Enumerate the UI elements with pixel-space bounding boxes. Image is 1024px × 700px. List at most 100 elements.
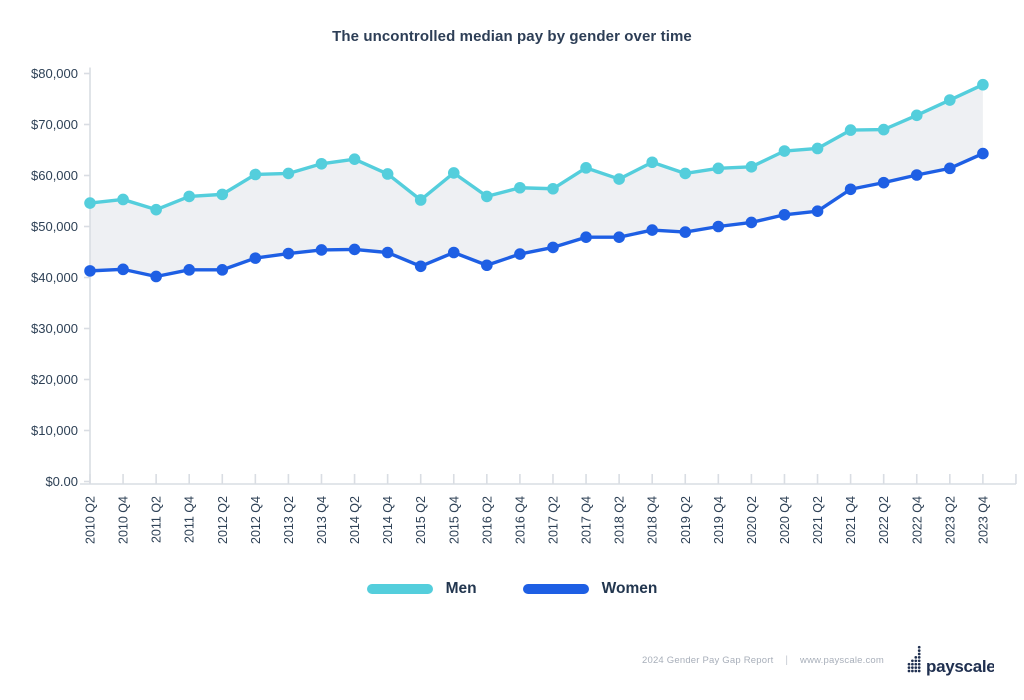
women-point bbox=[646, 224, 658, 236]
x-tick-label: 2016 Q4 bbox=[513, 496, 527, 544]
x-tick-label: 2023 Q4 bbox=[976, 496, 990, 544]
men-point bbox=[613, 173, 625, 185]
men-point bbox=[646, 156, 658, 169]
x-tick-label: 2016 Q2 bbox=[480, 496, 494, 544]
men-point bbox=[183, 190, 196, 203]
women-point bbox=[282, 247, 295, 260]
men-point bbox=[877, 123, 890, 136]
men-point bbox=[712, 162, 725, 175]
women-point bbox=[944, 162, 956, 175]
x-tick-label: 2011 Q2 bbox=[150, 496, 164, 543]
footer-separator: | bbox=[785, 654, 789, 666]
women-point bbox=[447, 246, 460, 259]
women-point bbox=[844, 183, 857, 196]
men-point bbox=[745, 161, 758, 173]
women-point bbox=[216, 264, 229, 276]
women-series-swatch bbox=[522, 584, 589, 594]
men-point bbox=[348, 153, 361, 165]
footer-website-link[interactable]: www.payscale.com bbox=[800, 654, 884, 666]
footer-report-title: 2024 Gender Pay Gap Report bbox=[641, 654, 774, 666]
women-point bbox=[381, 246, 394, 259]
x-tick-label: 2018 Q2 bbox=[613, 496, 627, 544]
x-tick-label: 2017 Q4 bbox=[580, 496, 594, 544]
women-point bbox=[613, 231, 625, 244]
x-tick-label: 2021 Q4 bbox=[844, 496, 858, 544]
y-tick-label: $80,000 bbox=[31, 66, 78, 81]
y-tick-label: $30,000 bbox=[31, 321, 78, 336]
x-tick-label: 2010 Q2 bbox=[84, 496, 98, 544]
men-point bbox=[282, 167, 295, 180]
men-point bbox=[414, 194, 427, 206]
y-tick-label: $50,000 bbox=[31, 219, 78, 234]
payscale-logo: payscale bbox=[906, 644, 994, 676]
men-point bbox=[977, 78, 989, 91]
men-point bbox=[84, 197, 96, 209]
women-point bbox=[778, 208, 791, 221]
men-point bbox=[447, 167, 460, 179]
y-tick-label: $40,000 bbox=[31, 270, 78, 285]
men-point bbox=[481, 190, 493, 203]
x-tick-label: 2019 Q4 bbox=[712, 496, 726, 544]
women-point bbox=[315, 244, 328, 256]
men-point bbox=[679, 167, 692, 180]
x-tick-label: 2015 Q2 bbox=[414, 496, 428, 544]
x-tick-label: 2020 Q4 bbox=[778, 496, 792, 544]
women-point bbox=[877, 176, 890, 189]
women-point bbox=[150, 270, 162, 283]
men-point bbox=[117, 193, 129, 206]
women-point bbox=[745, 216, 758, 229]
men-point bbox=[216, 188, 229, 201]
x-tick-label: 2021 Q2 bbox=[811, 496, 825, 544]
legend-label-women: Women bbox=[601, 580, 658, 597]
women-point bbox=[514, 248, 526, 260]
x-tick-label: 2011 Q4 bbox=[183, 496, 197, 543]
chart-title: The uncontrolled median pay by gender ov… bbox=[332, 28, 692, 45]
x-tick-label: 2022 Q2 bbox=[877, 496, 891, 544]
pay-line-chart: $0.00 $10,000 $20,000 $30,000 $40,000 $50,000… bbox=[31, 66, 1017, 544]
women-point bbox=[183, 264, 196, 276]
men-point bbox=[547, 182, 559, 195]
men-point bbox=[150, 203, 162, 216]
area-between-series bbox=[90, 84, 983, 277]
women-point bbox=[977, 147, 989, 160]
x-tick-label: 2012 Q2 bbox=[216, 496, 230, 544]
women-point bbox=[910, 169, 923, 181]
legend-label-men: Men bbox=[445, 580, 477, 597]
x-tick-label: 2010 Q4 bbox=[117, 496, 131, 544]
men-point bbox=[580, 162, 592, 174]
x-tick-label: 2015 Q4 bbox=[447, 496, 461, 544]
x-tick-label: 2022 Q4 bbox=[910, 496, 924, 544]
women-point bbox=[117, 263, 129, 276]
women-line bbox=[88, 151, 985, 279]
y-tick-label: $60,000 bbox=[31, 168, 78, 183]
women-point bbox=[348, 243, 361, 256]
men-point bbox=[811, 142, 824, 155]
x-tick-label: 2023 Q2 bbox=[943, 496, 957, 544]
x-tick-label: 2012 Q4 bbox=[249, 496, 263, 544]
footer: 2024 Gender Pay Gap Report | www.payscal… bbox=[641, 644, 994, 676]
men-point bbox=[778, 145, 791, 157]
women-point bbox=[249, 252, 262, 264]
women-point bbox=[580, 231, 592, 244]
men-point bbox=[315, 157, 328, 170]
men-line bbox=[88, 83, 985, 212]
x-tick-label: 2019 Q2 bbox=[679, 496, 693, 544]
men-point bbox=[249, 168, 262, 181]
x-tick-label: 2013 Q2 bbox=[282, 496, 296, 544]
women-point bbox=[84, 265, 96, 277]
men-point bbox=[944, 94, 956, 106]
legend: Men Women bbox=[0, 580, 1024, 598]
x-tick-label: 2013 Q4 bbox=[315, 496, 329, 544]
women-point bbox=[414, 260, 427, 273]
y-tick-label: $0.00 bbox=[45, 474, 78, 489]
y-tick-label: $20,000 bbox=[31, 372, 78, 387]
legend-item-women: Women bbox=[522, 580, 658, 598]
men-point bbox=[514, 181, 526, 194]
men-point bbox=[910, 109, 923, 122]
x-tick-label: 2014 Q2 bbox=[348, 496, 362, 544]
legend-item-men: Men bbox=[366, 580, 477, 598]
svg-text:payscale: payscale bbox=[926, 657, 994, 676]
x-tick-label: 2017 Q2 bbox=[546, 496, 560, 544]
x-tick-label: 2014 Q4 bbox=[381, 496, 395, 544]
